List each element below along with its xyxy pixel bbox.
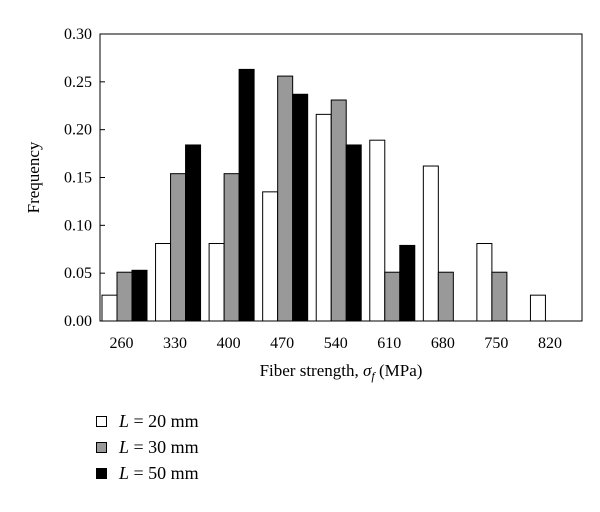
bar-260-series-2 <box>116 271 133 322</box>
bar-chart: 0.00 0.05 0.10 0.15 0.20 0.25 0.30 260 330 400 470… <box>24 26 583 383</box>
bar-260-series-3 <box>131 269 148 322</box>
bar-540-series-3 <box>345 144 362 322</box>
y-axis-title: Frequency <box>24 141 43 213</box>
bar-820-series-1 <box>529 294 546 322</box>
x-tick-label-680: 680 <box>431 335 455 352</box>
legend-item-30mm: L = 30 mm <box>96 434 199 460</box>
legend-label-50mm: L = 50 mm <box>119 462 199 483</box>
bar-750-series-2 <box>491 271 508 322</box>
y-tick-label-0.00: 0.00 <box>64 313 92 330</box>
x-tick-label-330: 330 <box>163 335 187 352</box>
legend-item-20mm: L = 20 mm <box>96 408 199 434</box>
bar-610-series-2 <box>384 271 401 322</box>
bar-680-series-1 <box>422 165 439 322</box>
x-tick-label-470: 470 <box>270 335 294 352</box>
bar-610-series-3 <box>399 244 416 322</box>
y-tick-label-0.15: 0.15 <box>64 170 92 187</box>
legend-label-30mm: L = 30 mm <box>119 436 199 457</box>
x-tick-label-610: 610 <box>377 335 401 352</box>
legend-item-50mm: L = 50 mm <box>96 460 199 486</box>
x-axis-title: Fiber strength, σf (MPa) <box>260 361 423 383</box>
y-tick-label-0.10: 0.10 <box>64 217 92 234</box>
legend-swatch-20mm <box>96 415 107 427</box>
legend-swatch-30mm <box>96 441 107 453</box>
bar-260-series-1 <box>101 294 118 322</box>
x-tick-label-750: 750 <box>484 335 508 352</box>
y-tick-label-0.20: 0.20 <box>64 122 92 139</box>
bar-540-series-1 <box>315 113 332 322</box>
legend-label-20mm: L = 20 mm <box>119 410 199 431</box>
x-tick-label-260: 260 <box>110 335 134 352</box>
bar-610-series-1 <box>369 139 386 322</box>
bar-400-series-2 <box>223 173 240 322</box>
x-tick-label-820: 820 <box>538 335 562 352</box>
legend-swatch-50mm <box>96 467 107 479</box>
bar-680-series-2 <box>437 271 454 322</box>
bar-470-series-1 <box>262 191 279 322</box>
bar-330-series-1 <box>155 243 172 322</box>
bar-330-series-3 <box>185 144 202 322</box>
bar-400-series-1 <box>208 243 225 322</box>
legend: L = 20 mm L = 30 mm L = 50 mm <box>96 408 199 486</box>
y-tick-label-0.25: 0.25 <box>64 74 92 91</box>
bar-470-series-3 <box>292 93 309 322</box>
bar-750-series-1 <box>476 243 493 322</box>
bar-330-series-2 <box>170 173 187 322</box>
bar-540-series-2 <box>330 99 347 322</box>
y-tick-label-0.05: 0.05 <box>64 265 92 282</box>
bar-400-series-3 <box>238 68 255 322</box>
x-tick-label-400: 400 <box>217 335 241 352</box>
y-tick-label-0.30: 0.30 <box>64 26 92 43</box>
x-tick-label-540: 540 <box>324 335 348 352</box>
bar-470-series-2 <box>277 75 294 322</box>
